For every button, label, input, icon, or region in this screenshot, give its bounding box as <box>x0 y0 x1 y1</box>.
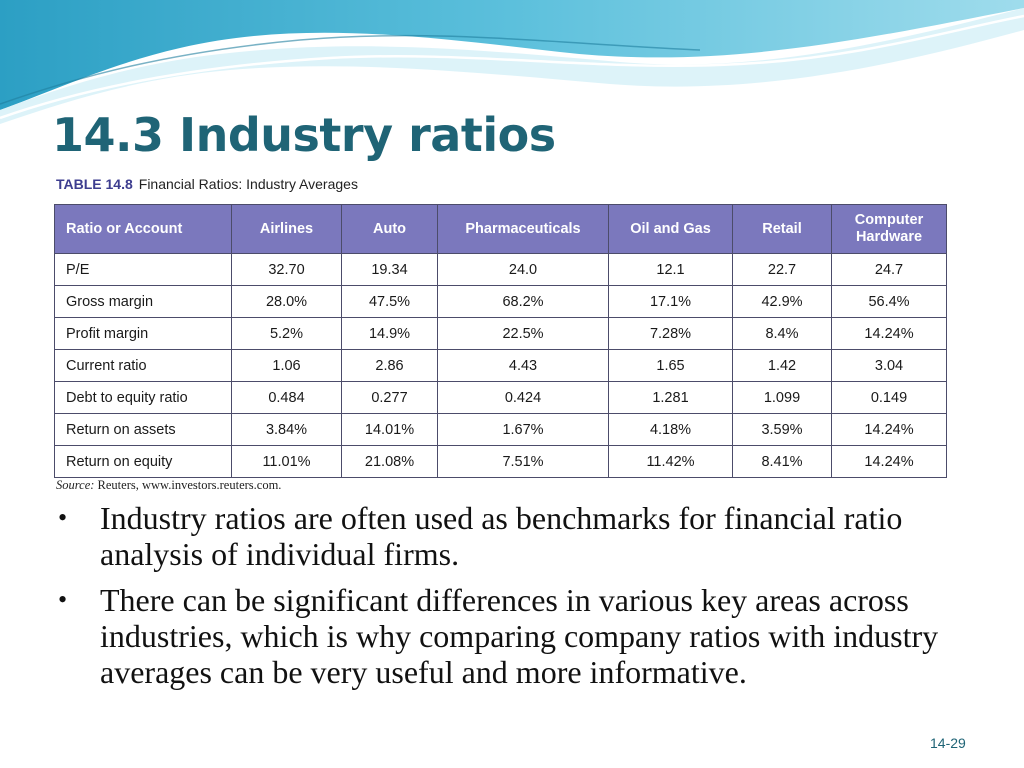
table-cell: 21.08% <box>341 445 438 478</box>
bullet-item: • There can be significant differences i… <box>56 582 956 690</box>
table-cell: 14.24% <box>831 413 947 446</box>
source-text: Reuters, www.investors.reuters.com. <box>97 478 282 492</box>
table-cell: 32.70 <box>231 253 342 286</box>
table-cell: 47.5% <box>341 285 438 318</box>
table-row: Return on assets 3.84% 14.01% 1.67% 4.18… <box>54 413 947 446</box>
table-cell: 11.01% <box>231 445 342 478</box>
table-cell: 2.86 <box>341 349 438 382</box>
slide-title: 14.3 Industry ratios <box>52 108 556 162</box>
table-row: P/E 32.70 19.34 24.0 12.1 22.7 24.7 <box>54 253 947 286</box>
header-auto: Auto <box>341 204 438 254</box>
table-row: Debt to equity ratio 0.484 0.277 0.424 1… <box>54 381 947 414</box>
table-cell: 68.2% <box>437 285 609 318</box>
table-cell: 0.424 <box>437 381 609 414</box>
table-cell: 1.281 <box>608 381 733 414</box>
table-header-row: Ratio or Account Airlines Auto Pharmaceu… <box>54 204 947 254</box>
table-cell: 11.42% <box>608 445 733 478</box>
table-source-note: Source: Reuters, www.investors.reuters.c… <box>56 478 281 493</box>
industry-ratios-table: Ratio or Account Airlines Auto Pharmaceu… <box>54 204 947 478</box>
table-cell: 17.1% <box>608 285 733 318</box>
row-label: Profit margin <box>54 317 232 350</box>
table-cell: 7.51% <box>437 445 609 478</box>
header-wave-decoration <box>0 0 1024 124</box>
table-cell: 1.65 <box>608 349 733 382</box>
row-label: Current ratio <box>54 349 232 382</box>
bullet-text: There can be significant differences in … <box>100 582 939 690</box>
table-cell: 5.2% <box>231 317 342 350</box>
source-label: Source: <box>56 478 95 492</box>
table-cell: 19.34 <box>341 253 438 286</box>
table-cell: 22.5% <box>437 317 609 350</box>
table-cell: 8.4% <box>732 317 832 350</box>
table-row: Return on equity 11.01% 21.08% 7.51% 11.… <box>54 445 947 478</box>
bullet-text: Industry ratios are often used as benchm… <box>100 500 903 572</box>
table-cell: 14.24% <box>831 317 947 350</box>
table-cell: 1.06 <box>231 349 342 382</box>
row-label: P/E <box>54 253 232 286</box>
table-cell: 14.9% <box>341 317 438 350</box>
ratios-table-container: Ratio or Account Airlines Auto Pharmaceu… <box>54 204 947 478</box>
table-cell: 3.59% <box>732 413 832 446</box>
header-retail: Retail <box>732 204 832 254</box>
table-row: Current ratio 1.06 2.86 4.43 1.65 1.42 3… <box>54 349 947 382</box>
table-cell: 0.277 <box>341 381 438 414</box>
table-cell: 3.84% <box>231 413 342 446</box>
row-label: Return on assets <box>54 413 232 446</box>
bullet-dot-icon: • <box>58 585 68 614</box>
table-cell: 56.4% <box>831 285 947 318</box>
bullet-item: • Industry ratios are often used as benc… <box>56 500 956 572</box>
table-caption: TABLE 14.8 Financial Ratios: Industry Ave… <box>56 176 358 192</box>
table-row: Profit margin 5.2% 14.9% 22.5% 7.28% 8.4… <box>54 317 947 350</box>
row-label: Gross margin <box>54 285 232 318</box>
header-airlines: Airlines <box>231 204 342 254</box>
table-cell: 4.43 <box>437 349 609 382</box>
table-cell: 42.9% <box>732 285 832 318</box>
table-cell: 1.67% <box>437 413 609 446</box>
bullet-list: • Industry ratios are often used as benc… <box>56 500 956 700</box>
table-cell: 1.099 <box>732 381 832 414</box>
table-cell: 28.0% <box>231 285 342 318</box>
header-pharmaceuticals: Pharmaceuticals <box>437 204 609 254</box>
table-cell: 8.41% <box>732 445 832 478</box>
table-cell: 22.7 <box>732 253 832 286</box>
row-label: Return on equity <box>54 445 232 478</box>
table-cell: 24.7 <box>831 253 947 286</box>
table-cell: 14.24% <box>831 445 947 478</box>
table-cell: 3.04 <box>831 349 947 382</box>
table-cell: 24.0 <box>437 253 609 286</box>
table-cell: 7.28% <box>608 317 733 350</box>
table-cell: 14.01% <box>341 413 438 446</box>
table-cell: 4.18% <box>608 413 733 446</box>
page-number: 14-29 <box>930 735 966 751</box>
header-oil-and-gas: Oil and Gas <box>608 204 733 254</box>
table-row: Gross margin 28.0% 47.5% 68.2% 17.1% 42.… <box>54 285 947 318</box>
header-ratio-or-account: Ratio or Account <box>54 204 232 254</box>
table-number: TABLE 14.8 <box>56 176 133 192</box>
table-cell: 12.1 <box>608 253 733 286</box>
header-computer-hardware: Computer Hardware <box>831 204 947 254</box>
table-cell: 0.149 <box>831 381 947 414</box>
bullet-dot-icon: • <box>58 503 68 532</box>
table-cell: 1.42 <box>732 349 832 382</box>
row-label: Debt to equity ratio <box>54 381 232 414</box>
table-cell: 0.484 <box>231 381 342 414</box>
table-caption-text: Financial Ratios: Industry Averages <box>138 176 358 192</box>
